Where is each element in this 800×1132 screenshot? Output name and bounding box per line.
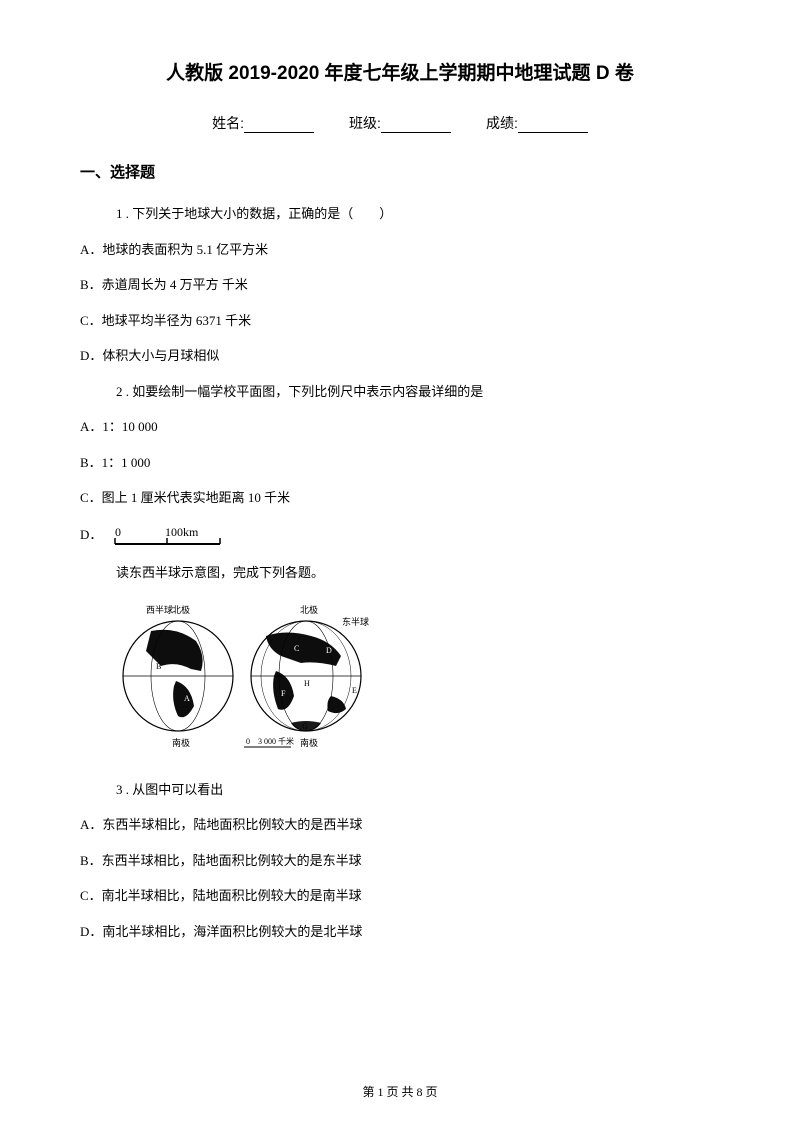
svg-text:H: H xyxy=(304,679,310,688)
svg-text:A: A xyxy=(184,694,190,703)
scale-bar-icon: 0 100km xyxy=(110,524,230,546)
fill-fields: 姓名: 班级: 成绩: xyxy=(80,113,720,133)
svg-text:E: E xyxy=(352,686,357,695)
q3-stem: 3 . 从图中可以看出 xyxy=(80,780,720,800)
q3-option-c: C．南北半球相比，陆地面积比例较大的是南半球 xyxy=(80,886,720,906)
q2-option-d: D． 0 100km xyxy=(80,524,720,546)
name-blank[interactable] xyxy=(244,117,314,133)
svg-text:北极: 北极 xyxy=(172,604,190,615)
svg-text:南极: 南极 xyxy=(172,737,190,748)
svg-text:北极: 北极 xyxy=(300,604,318,615)
svg-text:D: D xyxy=(326,646,332,655)
svg-text:东半球: 东半球 xyxy=(342,616,369,627)
name-label: 姓名: xyxy=(212,115,244,131)
svg-text:西半球: 西半球 xyxy=(146,604,173,615)
class-blank[interactable] xyxy=(381,117,451,133)
q1-option-a: A．地球的表面积为 5.1 亿平方米 xyxy=(80,240,720,260)
q2-option-a: A．1：10 000 xyxy=(80,417,720,437)
section-heading: 一、选择题 xyxy=(80,161,720,182)
svg-text:南极: 南极 xyxy=(300,737,318,748)
map-instruction: 读东西半球示意图，完成下列各题。 xyxy=(80,562,720,581)
q3-option-a: A．东西半球相比，陆地面积比例较大的是西半球 xyxy=(80,815,720,835)
svg-text:0: 0 xyxy=(115,525,121,539)
score-label: 成绩: xyxy=(486,115,518,131)
page-footer: 第 1 页 共 8 页 xyxy=(0,1083,800,1100)
svg-text:0 3 000 千米: 0 3 000 千米 xyxy=(246,736,294,746)
q2-stem: 2 . 如要绘制一幅学校平面图，下列比例尺中表示内容最详细的是 xyxy=(80,382,720,402)
q1-option-c: C．地球平均半径为 6371 千米 xyxy=(80,311,720,331)
svg-text:100km: 100km xyxy=(165,525,199,539)
q3-option-b: B．东西半球相比，陆地面积比例较大的是东半球 xyxy=(80,851,720,871)
exam-title: 人教版 2019-2020 年度七年级上学期期中地理试题 D 卷 xyxy=(80,58,720,85)
svg-text:F: F xyxy=(281,689,286,698)
class-label: 班级: xyxy=(349,115,381,131)
q1-stem: 1 . 下列关于地球大小的数据，正确的是（ ） xyxy=(80,204,720,224)
q2-option-c: C．图上 1 厘米代表实地距离 10 千米 xyxy=(80,488,720,508)
svg-text:B: B xyxy=(156,662,161,671)
score-blank[interactable] xyxy=(518,117,588,133)
q1-option-b: B．赤道周长为 4 万平方 千米 xyxy=(80,275,720,295)
q2-d-label: D． xyxy=(80,525,102,545)
q2-option-b: B．1：1 000 xyxy=(80,453,720,473)
hemispheres-diagram: A 西半球 北极 南极 B C D F H E 北极 东半球 南极 G 0 3 … xyxy=(116,601,720,756)
q3-option-d: D．南北半球相比，海洋面积比例较大的是北半球 xyxy=(80,922,720,942)
q1-option-d: D．体积大小与月球相似 xyxy=(80,346,720,366)
svg-text:C: C xyxy=(294,644,299,653)
